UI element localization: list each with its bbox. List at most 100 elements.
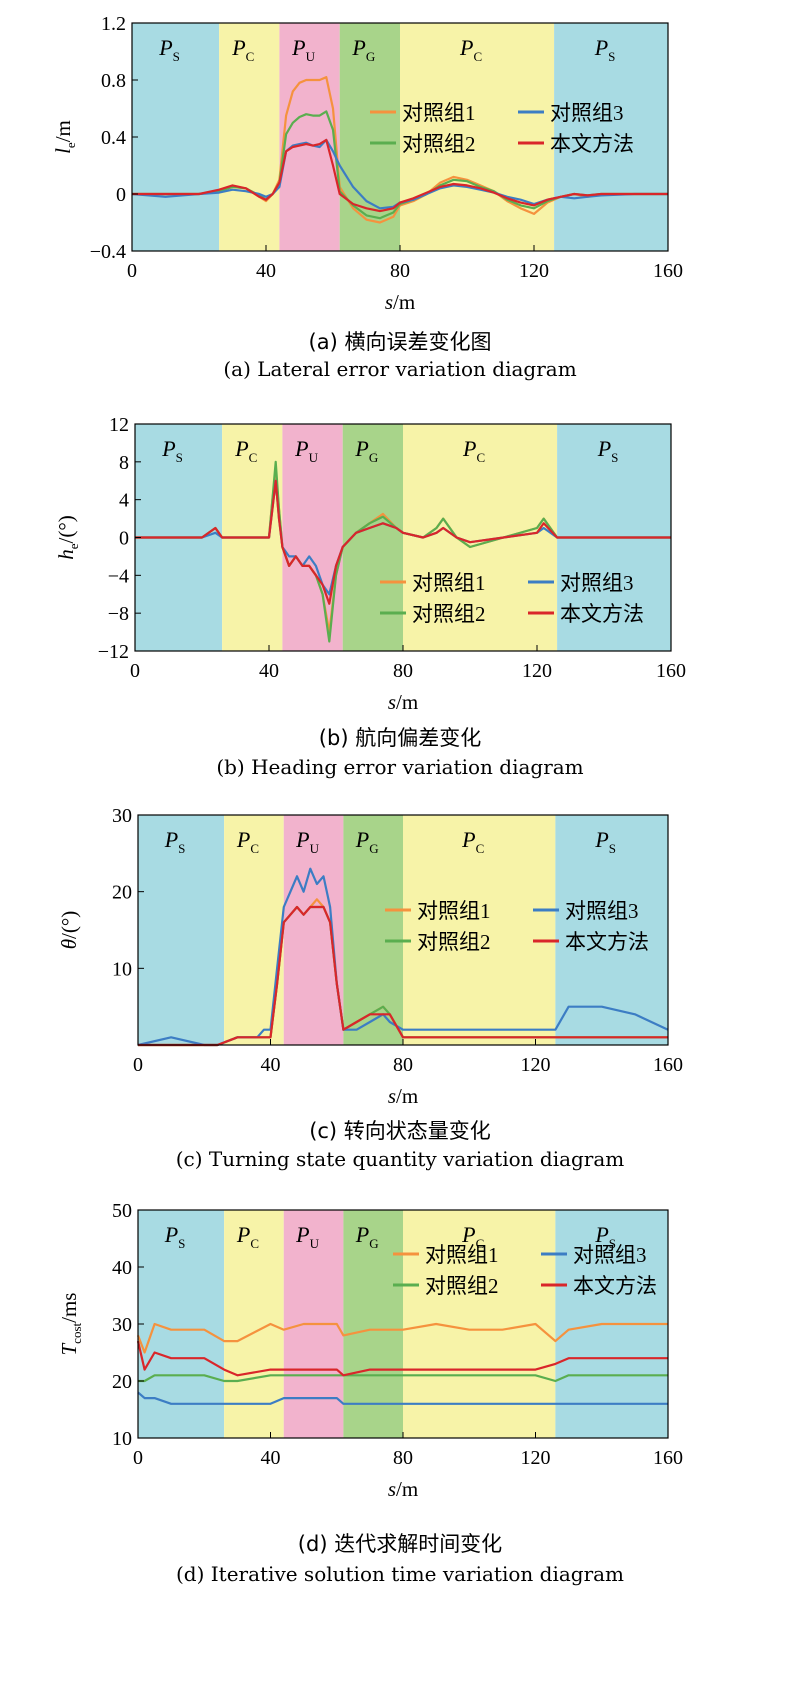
caption-d-en: (d) Iterative solution time variation di…: [175, 1562, 625, 1586]
y-tick-label: 20: [112, 1371, 132, 1393]
x-axis-label: s/m: [385, 290, 415, 314]
phase-band: [343, 1210, 403, 1438]
x-axis-label-main: s: [388, 690, 396, 714]
panel-b: PS PC PU PG PC PS 0 40 80 120 160 −12 −8 −4 0 4 8 12 s/m he…: [0, 400, 800, 795]
legend-label: 对照组2: [425, 1274, 499, 1298]
legend-label: 对照组3: [560, 571, 634, 595]
series-line-本文方法: [135, 479, 671, 605]
x-axis-label-main: s: [385, 290, 393, 314]
y-axis-label-sub: e: [63, 142, 78, 148]
phase-band: [279, 23, 340, 251]
phase-subscript: G: [369, 1236, 378, 1251]
caption-a-en: (a) Lateral error variation diagram: [223, 357, 577, 381]
y-axis-label-main: θ: [57, 939, 81, 949]
x-axis-label: s/m: [388, 1477, 418, 1501]
phase-subscript: U: [306, 49, 316, 64]
phase-subscript: U: [310, 841, 320, 856]
y-axis-label: he/(°): [54, 515, 81, 560]
series-line-本文方法: [136, 1340, 668, 1377]
chart-a: PS PC PU PG PC PS0 40 80 120 160−0.400.40.81.2s/m…: [51, 13, 683, 314]
phase-subscript: S: [611, 450, 618, 465]
phase-subscript: C: [246, 49, 255, 64]
y-axis-label: le/m: [51, 120, 78, 154]
x-tick-label: 0: [127, 260, 137, 282]
x-tick-label: 120: [519, 260, 549, 282]
y-tick-label: 8: [119, 452, 129, 474]
y-axis-label-main: h: [54, 549, 78, 560]
y-tick-label: 1.2: [101, 13, 126, 35]
y-tick-label: 0: [116, 184, 126, 206]
caption-d-cn: (d) 迭代求解时间变化: [297, 1532, 503, 1556]
series-line-对照组1: [136, 1322, 668, 1354]
x-tick-label: 80: [390, 260, 410, 282]
y-axis-label-unit: /m: [51, 120, 75, 142]
y-axis-label-main: T: [57, 1342, 81, 1355]
caption-c-cn: (c) 转向状态量变化: [309, 1119, 491, 1143]
caption-b-en: (b) Heading error variation diagram: [216, 755, 584, 779]
y-tick-label: 30: [112, 1314, 132, 1336]
phase-subscript: C: [250, 841, 259, 856]
x-axis-label-unit: /m: [396, 1477, 418, 1501]
phase-band: [400, 23, 555, 251]
panel-c: PS PC PU PG PC PS 0 40 80 120 160 10 20 30 s/m θ/(°) 对照组…: [0, 795, 800, 1190]
y-tick-label: 12: [109, 414, 129, 436]
series-line-对照组3: [137, 1391, 668, 1405]
y-tick-label: 50: [112, 1200, 132, 1222]
legend-label: 对照组1: [412, 571, 486, 595]
phase-subscript: U: [310, 1236, 320, 1251]
phase-band: [343, 815, 403, 1045]
x-tick-label: 40: [261, 1447, 281, 1469]
x-tick-label: 80: [393, 1054, 413, 1076]
phase-subscript: C: [476, 1236, 485, 1251]
y-tick-label: 0.4: [101, 127, 126, 149]
phase-band: [138, 815, 225, 1045]
legend-label: 对照组2: [402, 132, 476, 156]
y-axis-label-unit: /(°): [54, 515, 78, 543]
phase-subscript: S: [609, 1236, 616, 1251]
phase-band: [283, 815, 344, 1045]
y-axis-label-unit: /(°): [57, 911, 81, 939]
legend-label: 对照组3: [573, 1243, 647, 1267]
legend-label: 本文方法: [565, 930, 649, 954]
y-tick-label: 10: [112, 1428, 132, 1450]
y-tick-label: 10: [112, 958, 132, 980]
x-tick-label: 120: [522, 660, 552, 682]
phase-band: [403, 815, 556, 1045]
series-line-对照组3: [137, 867, 669, 1047]
x-tick-label: 160: [653, 260, 683, 282]
x-axis-label: s/m: [388, 1084, 418, 1108]
x-tick-label: 80: [393, 1447, 413, 1469]
y-axis-label: θ/(°): [57, 911, 81, 950]
caption-b-cn: (b) 航向偏差变化: [318, 726, 482, 750]
legend-label: 对照组3: [565, 899, 639, 923]
phase-subscript: U: [309, 450, 319, 465]
legend-label: 对照组2: [412, 602, 486, 626]
y-tick-label: 30: [112, 805, 132, 827]
phase-subscript: C: [250, 1236, 259, 1251]
caption-c-en: (c) Turning state quantity variation dia…: [175, 1147, 625, 1171]
x-tick-label: 80: [393, 660, 413, 682]
y-tick-label: −8: [108, 603, 129, 625]
y-tick-label: 40: [112, 1257, 132, 1279]
legend-label: 对照组1: [417, 899, 491, 923]
x-tick-label: 40: [261, 1054, 281, 1076]
y-tick-label: −12: [98, 641, 129, 663]
x-tick-label: 0: [130, 660, 140, 682]
y-axis-label: Tcost/ms: [57, 1293, 84, 1356]
x-tick-label: 160: [653, 1054, 683, 1076]
phase-band: [554, 23, 668, 251]
chart-d: PS PC PU PG PC PS0 40 80 120 1601020304050s/mTcos…: [57, 1200, 683, 1501]
x-tick-label: 40: [259, 660, 279, 682]
x-axis-label-unit: /m: [393, 290, 415, 314]
chart-b: PS PC PU PG PC PS0 40 80 120 160−12−8−404812s/mhe…: [54, 414, 686, 714]
series-line-本文方法: [132, 138, 668, 213]
phase-subscript: G: [369, 450, 378, 465]
phase-band: [219, 23, 280, 251]
legend-label: 本文方法: [560, 602, 644, 626]
series-line-本文方法: [138, 905, 668, 1047]
phase-subscript: S: [608, 49, 615, 64]
phase-subscript: G: [366, 49, 375, 64]
y-axis-label-unit: /ms: [57, 1293, 81, 1323]
x-axis-label-unit: /m: [396, 690, 418, 714]
